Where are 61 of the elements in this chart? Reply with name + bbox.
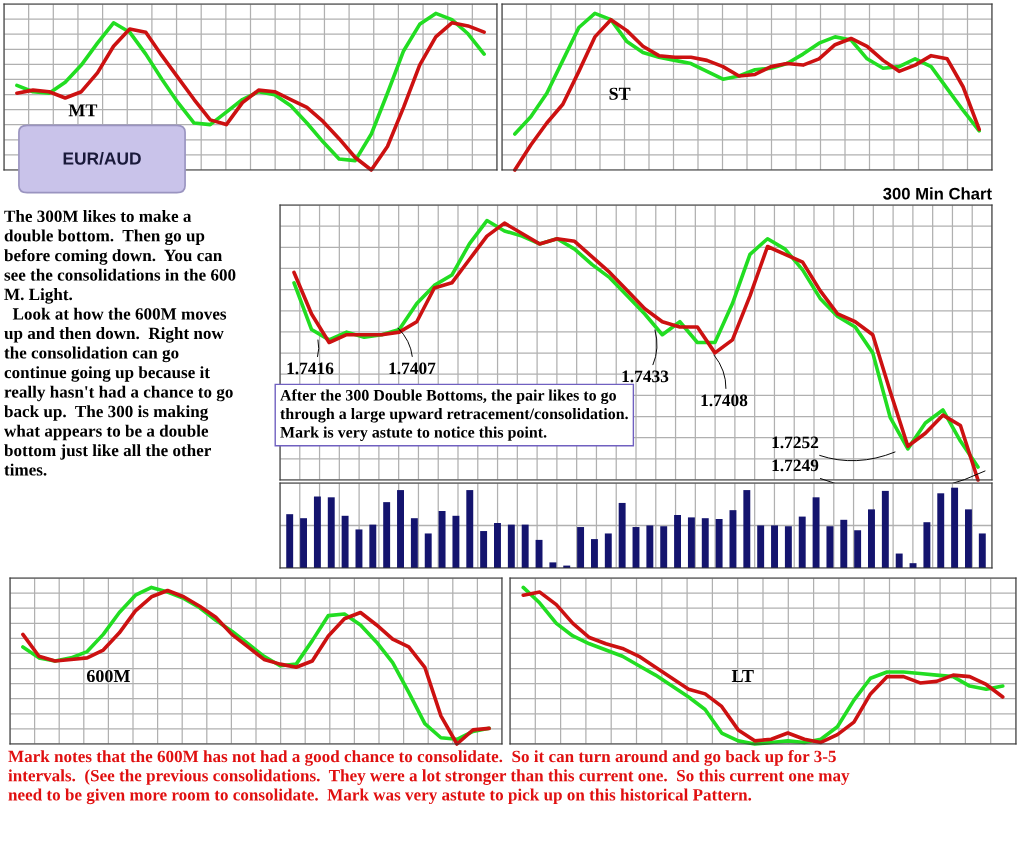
bar — [549, 562, 557, 568]
chart-title: 300 Min Chart — [883, 187, 992, 200]
bar — [355, 529, 363, 568]
bar — [743, 490, 751, 568]
bar — [881, 490, 889, 568]
annotation: EUR/AUD — [63, 151, 141, 165]
annotation: 1.7433 — [622, 370, 669, 383]
annotation: 1.7252 — [772, 436, 819, 449]
annotation: 1.7407 — [389, 362, 436, 375]
bar — [840, 519, 848, 568]
text: 600M — [86, 669, 130, 683]
bar — [798, 516, 806, 568]
bar — [951, 487, 959, 568]
bar — [660, 526, 668, 568]
bar — [771, 525, 778, 568]
bar — [868, 509, 875, 568]
bar — [494, 523, 501, 568]
bar — [937, 493, 945, 568]
bar — [577, 527, 585, 568]
text: LT — [731, 670, 754, 682]
annotation: 1.7416 — [287, 362, 334, 375]
bar — [300, 518, 308, 568]
text: ST — [609, 87, 631, 100]
bar — [618, 502, 626, 568]
bar — [410, 518, 418, 568]
bar — [480, 531, 488, 568]
bar — [452, 515, 460, 568]
bar — [397, 490, 404, 568]
bar — [646, 525, 654, 568]
bar — [438, 510, 446, 568]
bar — [383, 502, 391, 568]
bar — [715, 519, 723, 568]
bar — [923, 522, 931, 568]
bar — [826, 526, 834, 568]
bar — [341, 515, 349, 568]
bar — [369, 524, 377, 568]
bar — [978, 533, 986, 568]
bar — [812, 497, 820, 568]
bar — [286, 514, 294, 568]
bar — [466, 490, 474, 568]
bar — [590, 539, 598, 568]
annotation: 1.7249 — [772, 459, 819, 472]
bar — [521, 524, 529, 568]
annotation: After the 300 Double Bottoms, the pair likes to go through a large upward retracement/consolidation. Mark is very astute to notice this point. — [280, 389, 628, 441]
bar — [757, 525, 765, 568]
annotation: 1.7408 — [701, 394, 748, 407]
bar — [424, 533, 432, 568]
bar — [313, 496, 321, 568]
bar — [604, 533, 612, 568]
bar — [507, 524, 515, 568]
bar — [687, 517, 695, 568]
bar — [854, 530, 862, 568]
bar — [784, 526, 792, 568]
text: Mark notes that the 600M has not had a good chance to consolidate. So it can turn around and go back up for 3-5 intervals. (See the previous consolidations. They were a lot stronger than this current one. So this current one may need to be given more room to consolidate. Mark was very astute to pick up on this historical Pattern. — [8, 750, 850, 805]
text: The 300M likes to make a double bottom. Then go up before coming down. You can see the consolidations in the 600 M. Light. Look at how the 600M moves up and then down. Right now the consolidation can go continue going up because it really hasn't had a chance to go back up. The 300 is making what appears to be a double bottom just like all the other times. — [4, 210, 236, 476]
bar — [964, 509, 972, 568]
bar — [895, 553, 903, 568]
bar — [327, 497, 335, 568]
text: MT — [68, 104, 98, 117]
bar — [674, 514, 682, 568]
bar — [701, 518, 709, 568]
